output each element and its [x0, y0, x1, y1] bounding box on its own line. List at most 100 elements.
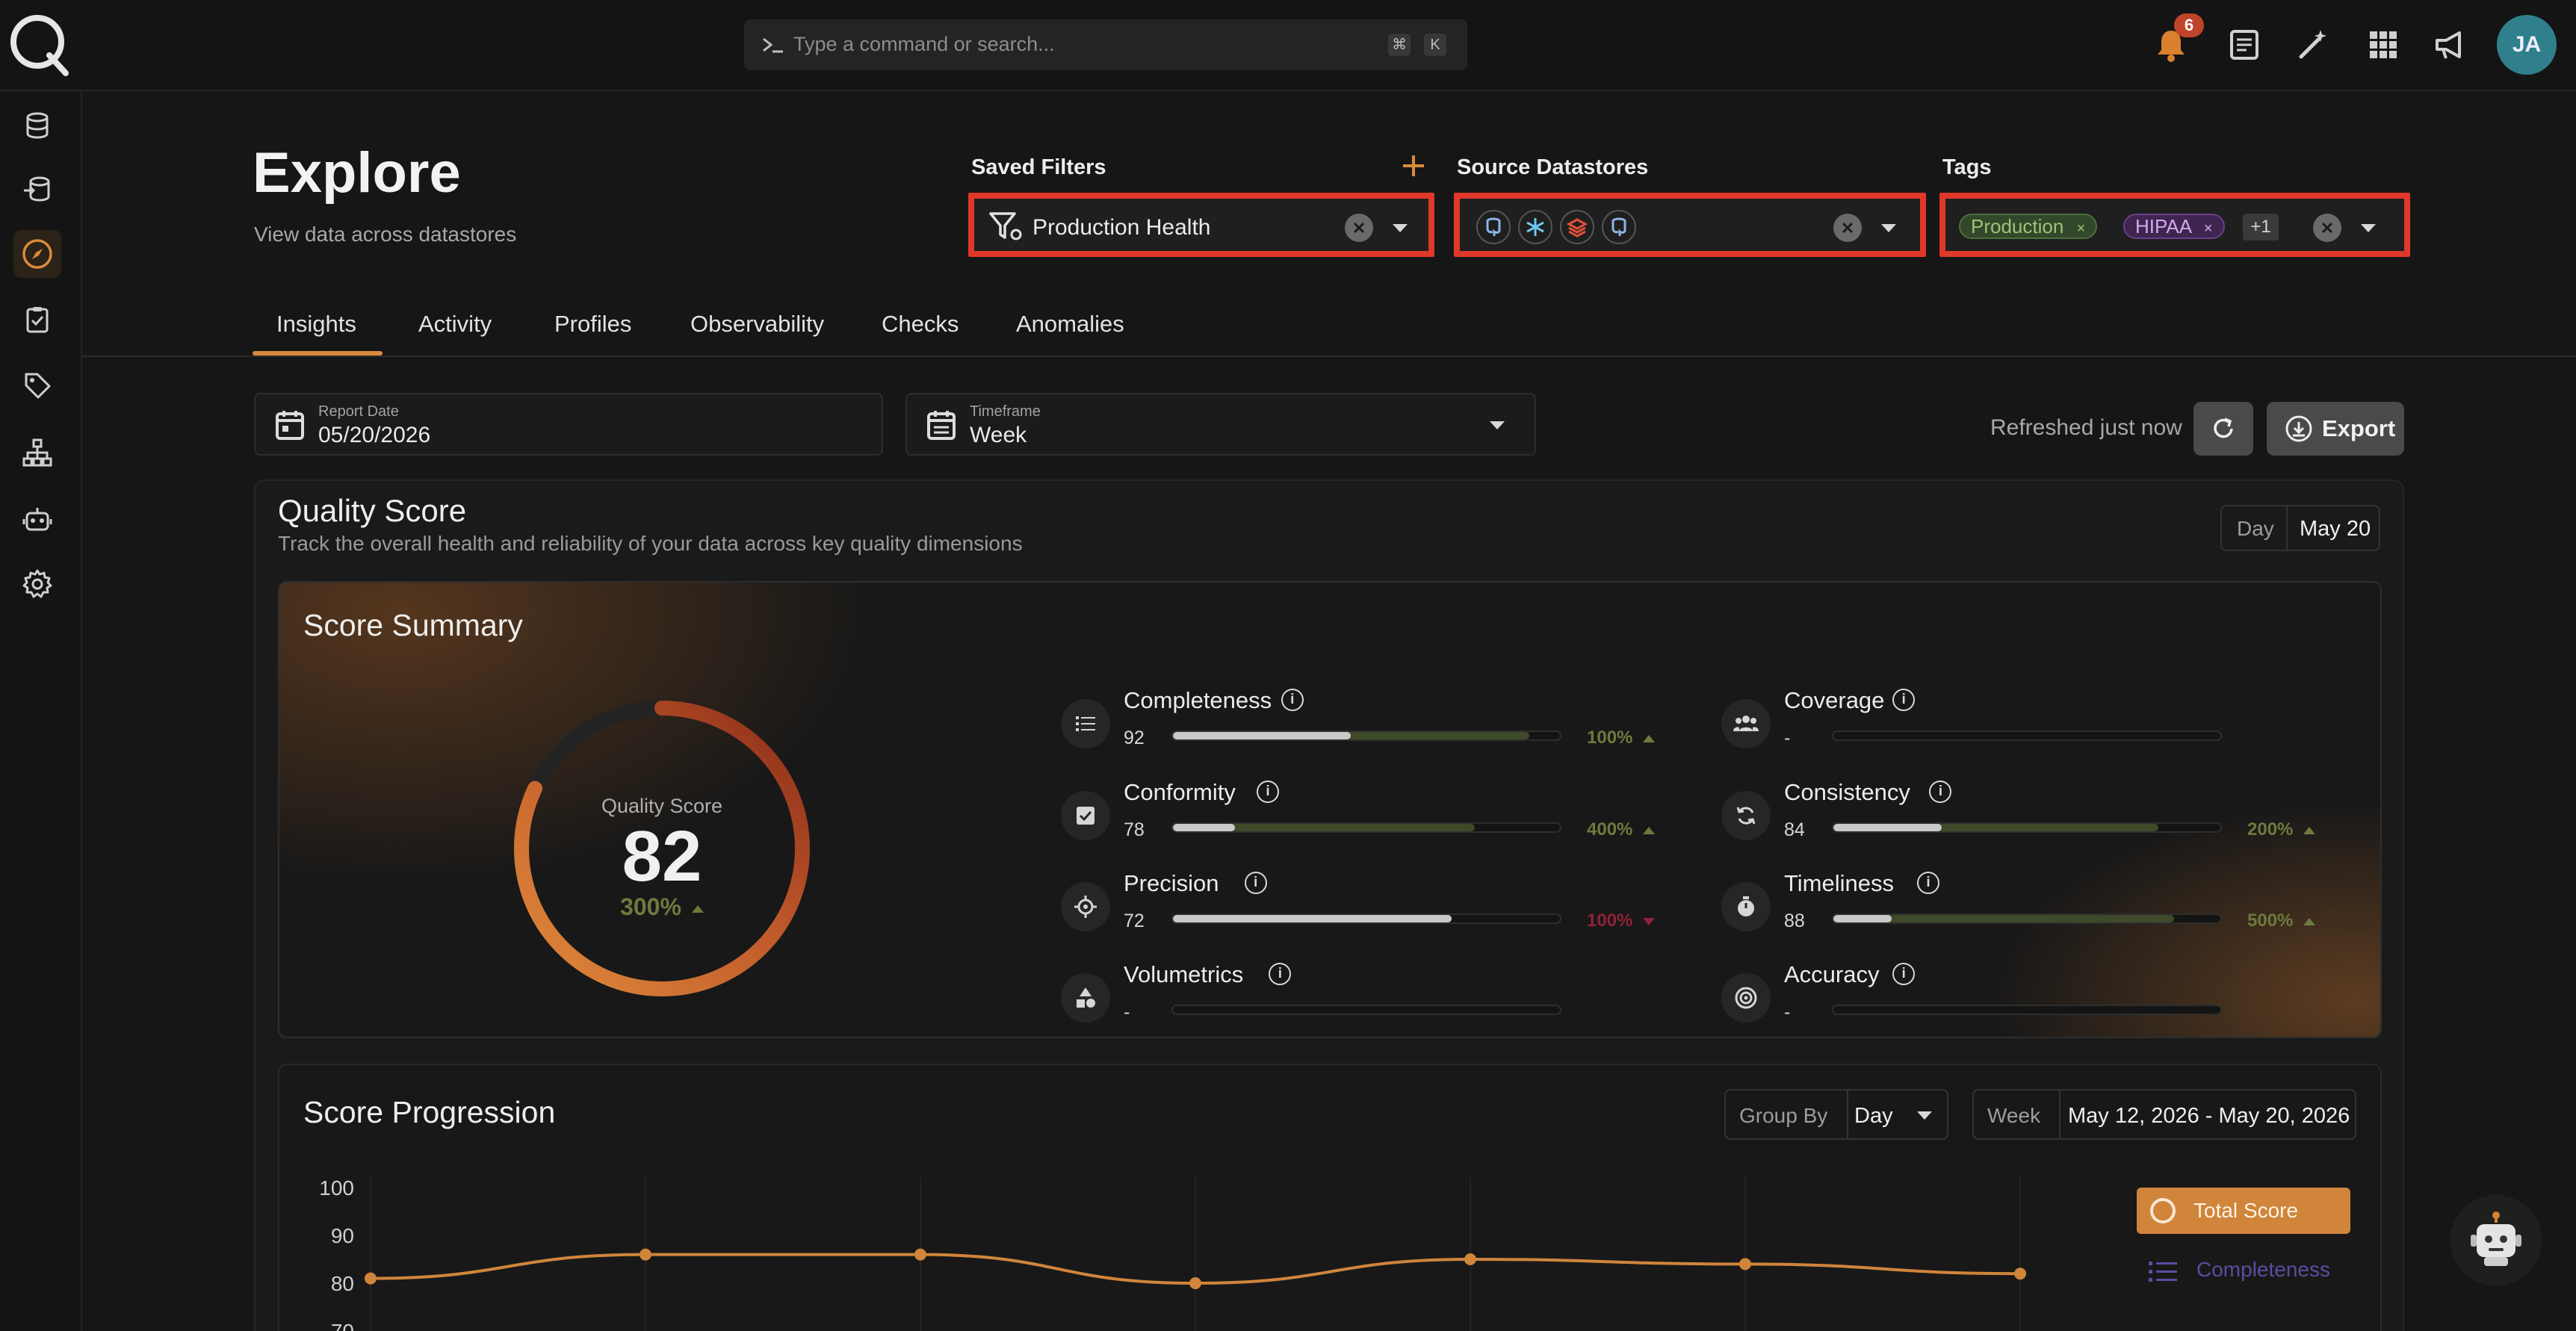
postgres-icon [1602, 210, 1636, 244]
export-button[interactable]: Export [2267, 402, 2404, 456]
info-icon[interactable]: i [1281, 689, 1304, 711]
clear-saved-filter-icon[interactable] [1345, 214, 1373, 242]
data-point[interactable] [1189, 1277, 1201, 1289]
group-by-label: Group By [1739, 1104, 1828, 1127]
group-by-value: Day [1854, 1104, 1893, 1128]
y-tick-label: 70 [331, 1320, 354, 1331]
metric-name-accuracy: Accuracy [1784, 961, 1880, 987]
metric-value-consistency: 84 [1784, 819, 1805, 840]
info-icon[interactable]: i [1892, 963, 1916, 985]
tab-insights[interactable]: Insights [276, 311, 356, 337]
metric-value-timeliness: 88 [1784, 910, 1805, 931]
tag-chip-hipaa[interactable]: HIPAA × [2123, 214, 2225, 239]
tab-observability[interactable]: Observability [690, 311, 825, 337]
metric-bar-fill [1833, 824, 2159, 831]
gauge-fill [514, 701, 810, 996]
data-point[interactable] [1464, 1253, 1476, 1265]
apps-grid-icon[interactable] [2361, 22, 2406, 67]
timeframe-select[interactable]: Timeframe Week [905, 393, 1536, 456]
report-date-field[interactable]: Report Date 05/20/2026 [254, 393, 883, 456]
info-icon[interactable]: i [1917, 872, 1939, 894]
user-avatar[interactable]: JA [2497, 15, 2557, 75]
remove-tag-icon[interactable]: × [2203, 220, 2213, 237]
tag-chip-production[interactable]: Production × [1959, 214, 2098, 239]
chevron-down-icon[interactable] [1917, 1111, 1932, 1120]
group-by-select[interactable]: Group By Day [1724, 1089, 1948, 1140]
info-icon[interactable]: i [1244, 872, 1267, 894]
trend-up-icon [2303, 917, 2316, 925]
clear-datastores-icon[interactable] [1833, 214, 1862, 242]
tab-checks[interactable]: Checks [882, 311, 959, 337]
info-icon[interactable]: i [1269, 963, 1292, 985]
add-filter-plus-icon[interactable] [1400, 152, 1427, 179]
change-text: 400% [1587, 819, 1633, 840]
stack-icon[interactable] [13, 166, 61, 214]
info-icon[interactable]: i [1892, 689, 1916, 711]
chevron-down-icon[interactable] [1881, 224, 1896, 232]
info-icon[interactable]: i [1929, 781, 1952, 803]
data-point[interactable] [2014, 1268, 2026, 1280]
target-icon [1721, 973, 1771, 1023]
compass-icon[interactable] [13, 230, 61, 278]
source-datastores-select[interactable] [1454, 193, 1926, 257]
refresh-icon [2214, 418, 2233, 438]
bell-icon[interactable] [2149, 22, 2193, 67]
shapes-icon [1061, 973, 1110, 1023]
range-value: May 12, 2026 - May 20, 2026 [2068, 1104, 2350, 1128]
metric-name-completeness: Completeness [1124, 687, 1272, 713]
report-date-value: 05/20/2026 [318, 423, 431, 447]
chevron-down-icon[interactable] [2361, 224, 2376, 232]
document-icon[interactable] [2222, 22, 2267, 67]
data-point[interactable] [914, 1248, 926, 1261]
date-range-selector[interactable]: Week May 12, 2026 - May 20, 2026 [1972, 1089, 2356, 1140]
clipboard-check-icon[interactable] [13, 296, 61, 344]
gear-icon[interactable] [13, 560, 61, 608]
saved-filters-select[interactable]: Production Health [968, 193, 1434, 257]
metric-value-completeness: 92 [1124, 727, 1145, 748]
metric-bar-previous [1833, 915, 1892, 922]
data-point[interactable] [1739, 1258, 1751, 1270]
tab-anomalies[interactable]: Anomalies [1016, 311, 1124, 337]
tag-icon[interactable] [13, 362, 61, 409]
more-tags-badge[interactable]: +1 [2243, 214, 2279, 241]
megaphone-icon[interactable] [2428, 22, 2473, 67]
timeframe-label: Timeframe [970, 403, 1041, 420]
robot-icon[interactable] [13, 496, 61, 544]
timeframe-value: Week [970, 423, 1027, 447]
clear-tags-icon[interactable] [2313, 214, 2341, 242]
app-logo[interactable] [6, 10, 73, 78]
metric-bar-accuracy [1832, 1005, 2222, 1015]
tab-activity[interactable]: Activity [418, 311, 492, 337]
command-search[interactable]: Type a command or search... ⌘ K [744, 19, 1467, 70]
chevron-down-icon[interactable] [1490, 421, 1505, 429]
day-value: May 20 [2300, 517, 2371, 541]
y-tick-label: 100 [319, 1176, 354, 1200]
chevron-down-icon[interactable] [1393, 224, 1408, 232]
legend-total-score[interactable]: Total Score [2137, 1188, 2350, 1234]
metric-bar-timeliness [1832, 913, 2222, 924]
refresh-button[interactable] [2193, 402, 2253, 456]
search-placeholder: Type a command or search... [793, 33, 1055, 55]
change-text: 200% [2247, 819, 2294, 840]
legend-completeness[interactable]: Completeness [2146, 1255, 2370, 1288]
day-selector[interactable]: Day May 20 [2220, 505, 2380, 551]
metric-name-volumetrics: Volumetrics [1124, 961, 1244, 987]
change-text: 100% [1587, 727, 1633, 748]
trend-up-icon [1643, 734, 1656, 742]
trend-up-icon [1643, 826, 1656, 834]
database-icon[interactable] [13, 102, 61, 149]
hierarchy-icon[interactable] [13, 429, 61, 477]
tab-profiles[interactable]: Profiles [554, 311, 632, 337]
metric-value-precision: 72 [1124, 910, 1145, 931]
remove-tag-icon[interactable]: × [2076, 220, 2086, 237]
data-point[interactable] [640, 1248, 651, 1261]
assistant-robot-button[interactable] [2450, 1195, 2542, 1286]
trend-up-icon [2303, 826, 2316, 834]
magic-wand-icon[interactable] [2291, 22, 2335, 67]
info-icon[interactable]: i [1257, 781, 1279, 803]
tags-select[interactable]: Production × HIPAA × +1 [1939, 193, 2410, 257]
metric-bar-completeness [1171, 730, 1561, 741]
data-point[interactable] [365, 1272, 377, 1285]
download-icon [2285, 415, 2313, 447]
sync-icon [1721, 791, 1771, 840]
